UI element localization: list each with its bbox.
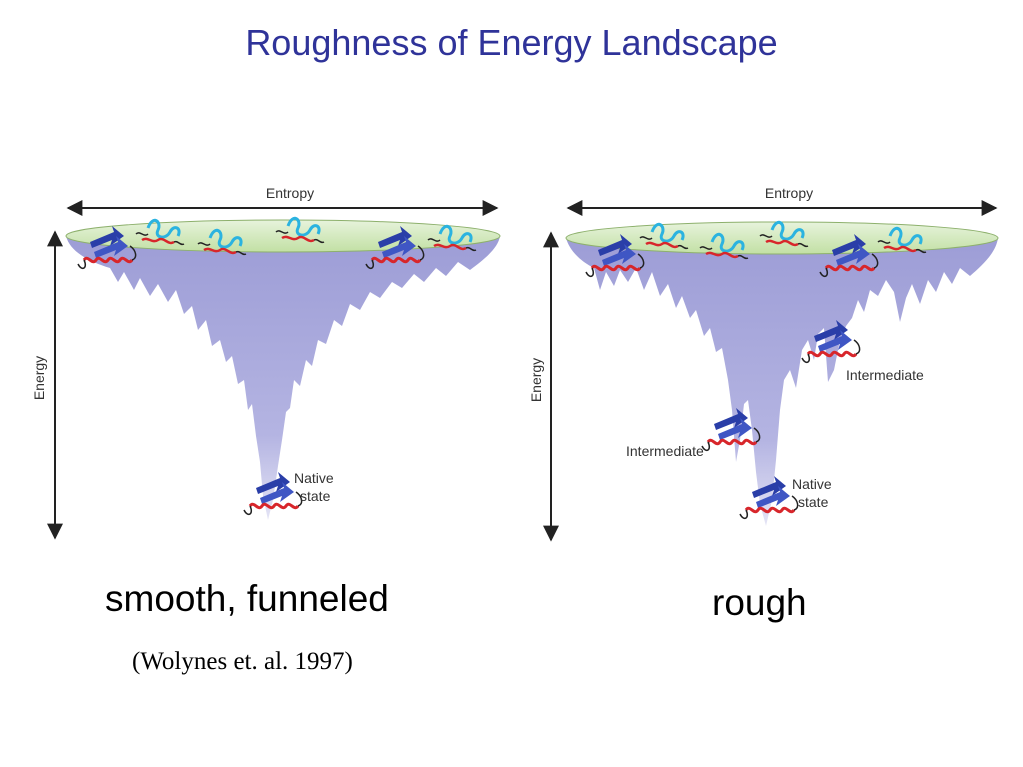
native-state-label-line2: state: [798, 494, 829, 510]
native-state-label-line2: state: [300, 488, 331, 504]
rough-caption: rough: [712, 582, 807, 623]
smooth-funnel-caption: smooth, funneled: [105, 578, 389, 619]
rough-funnel-panel: Entropy Energy Intermediate Intermediate…: [528, 185, 999, 542]
native-state-label-line1: Native: [792, 476, 832, 492]
intermediate-right-label: Intermediate: [846, 367, 924, 383]
entropy-label: Entropy: [266, 185, 314, 201]
citation: (Wolynes et. al. 1997): [132, 648, 353, 675]
entropy-label: Entropy: [765, 185, 813, 201]
smooth-funnel-panel: Entropy Energy Native state: [31, 185, 501, 540]
rough-funnel: [566, 238, 998, 526]
intermediate-left-label: Intermediate: [626, 443, 704, 459]
slide-title: Roughness of Energy Landscape: [245, 22, 778, 63]
native-state-label-line1: Native: [294, 470, 334, 486]
energy-label: Energy: [31, 356, 47, 400]
energy-label: Energy: [528, 358, 544, 402]
smooth-funnel: [66, 236, 500, 520]
